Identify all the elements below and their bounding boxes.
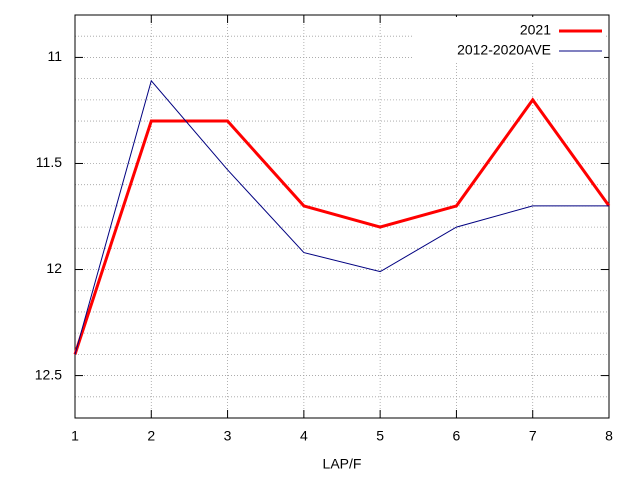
x-axis-label: LAP/F — [323, 456, 362, 472]
y-tick-label: 11 — [47, 48, 62, 64]
x-tick-label: 1 — [71, 428, 79, 444]
x-tick-label: 5 — [376, 428, 384, 444]
x-tick-label: 7 — [529, 428, 537, 444]
x-tick-label: 3 — [224, 428, 232, 444]
y-tick-label: 11.5 — [36, 154, 62, 170]
x-tick-label: 8 — [605, 428, 613, 444]
plot-frame — [74, 14, 610, 419]
legend-label: 2012-2020AVE — [457, 42, 551, 58]
series-line — [74, 79, 609, 355]
y-tick-label: 12.5 — [35, 366, 62, 382]
legend-box — [414, 17, 604, 63]
x-tick-label: 4 — [300, 428, 308, 444]
series-line — [73, 97, 611, 355]
x-tick-label: 6 — [453, 428, 461, 444]
y-tick-label: 12 — [46, 260, 62, 276]
legend-label: 2021 — [520, 22, 551, 38]
x-tick-label: 2 — [147, 428, 155, 444]
